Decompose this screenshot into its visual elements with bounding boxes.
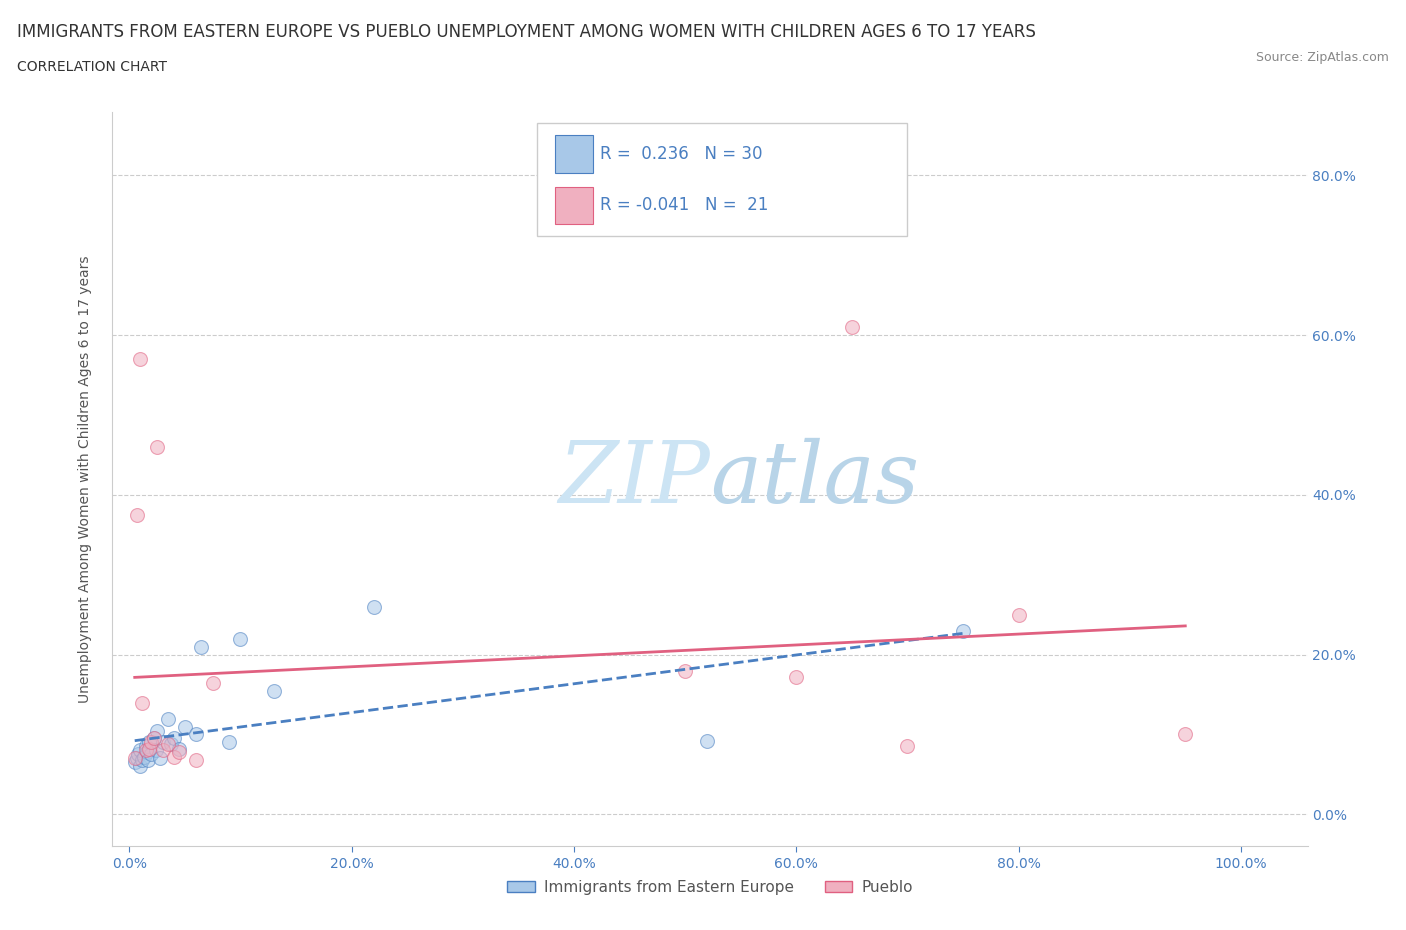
Point <box>124 755 146 770</box>
Point <box>157 737 180 751</box>
Point <box>229 631 252 646</box>
Point <box>157 711 180 726</box>
Point <box>1007 607 1029 622</box>
Y-axis label: Unemployment Among Women with Children Ages 6 to 17 years: Unemployment Among Women with Children A… <box>77 255 91 703</box>
Point <box>129 352 152 366</box>
Point <box>149 751 172 766</box>
Point <box>135 739 157 754</box>
Point <box>162 731 184 746</box>
Point <box>201 675 224 690</box>
Point <box>152 735 174 750</box>
Point <box>190 639 212 654</box>
Point <box>145 743 167 758</box>
Point <box>129 759 152 774</box>
Point <box>184 752 207 767</box>
Point <box>896 739 918 754</box>
Point <box>138 735 160 750</box>
Point <box>263 684 285 698</box>
Point <box>129 743 152 758</box>
Point <box>785 670 807 684</box>
Point <box>673 663 696 678</box>
Point <box>132 750 155 764</box>
FancyBboxPatch shape <box>554 136 593 172</box>
Text: CORRELATION CHART: CORRELATION CHART <box>17 60 167 74</box>
Point <box>135 743 157 758</box>
Point <box>124 751 146 766</box>
Point <box>167 741 190 756</box>
Point <box>138 741 160 756</box>
Text: R = -0.041   N =  21: R = -0.041 N = 21 <box>600 196 769 214</box>
Point <box>146 723 169 737</box>
Point <box>125 508 148 523</box>
Legend: Immigrants from Eastern Europe, Pueblo: Immigrants from Eastern Europe, Pueblo <box>501 874 920 901</box>
Point <box>131 695 153 710</box>
Point <box>152 743 174 758</box>
Point <box>1174 727 1197 742</box>
Point <box>131 752 153 767</box>
Point <box>136 752 159 767</box>
Point <box>363 599 385 614</box>
Point <box>141 747 163 762</box>
Point <box>142 731 165 746</box>
Point <box>160 737 183 751</box>
Text: atlas: atlas <box>710 438 920 520</box>
Point <box>127 747 149 762</box>
FancyBboxPatch shape <box>554 187 593 223</box>
Text: R =  0.236   N = 30: R = 0.236 N = 30 <box>600 145 762 163</box>
Point <box>184 727 207 742</box>
Point <box>125 751 148 766</box>
Point <box>841 320 863 335</box>
Point <box>142 731 165 746</box>
Point <box>167 745 190 760</box>
Point <box>141 735 163 750</box>
Point <box>218 735 240 750</box>
Point <box>136 745 159 760</box>
Text: ZIP: ZIP <box>558 438 710 520</box>
Text: Source: ZipAtlas.com: Source: ZipAtlas.com <box>1256 51 1389 64</box>
Point <box>146 440 169 455</box>
Point <box>173 719 195 734</box>
Point <box>952 623 974 638</box>
FancyBboxPatch shape <box>537 123 907 236</box>
Text: IMMIGRANTS FROM EASTERN EUROPE VS PUEBLO UNEMPLOYMENT AMONG WOMEN WITH CHILDREN : IMMIGRANTS FROM EASTERN EUROPE VS PUEBLO… <box>17 23 1036 41</box>
Point <box>162 750 184 764</box>
Point <box>696 734 718 749</box>
